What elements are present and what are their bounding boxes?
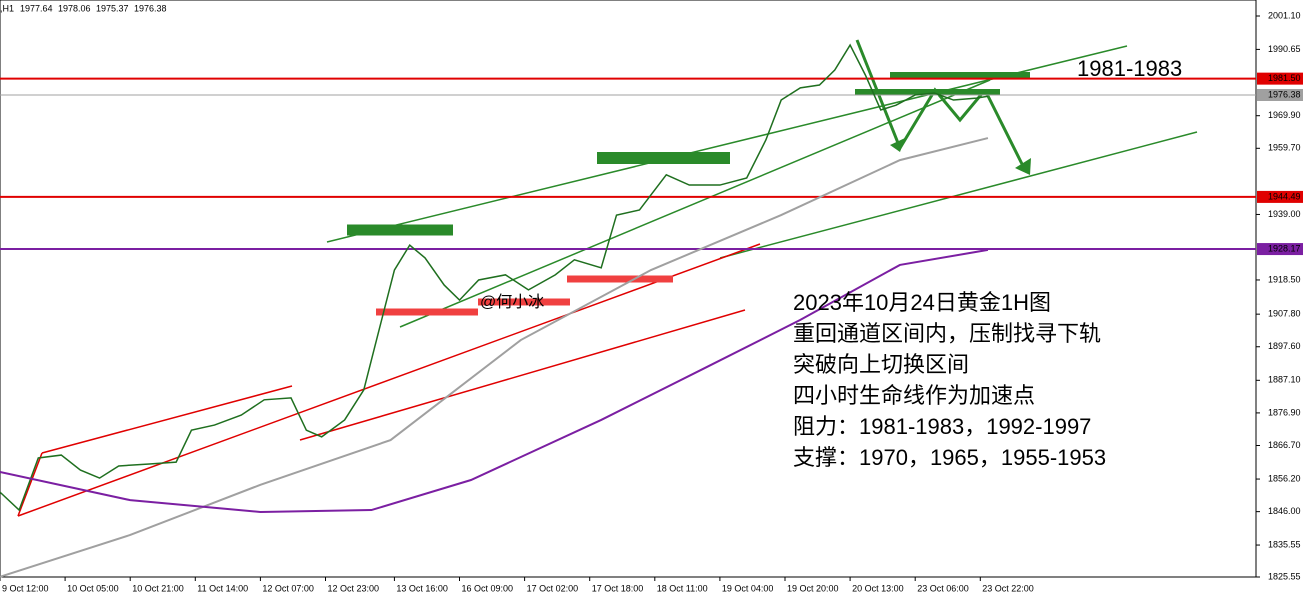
note-line: 支撑：1970，1965，1955-1953 [793, 445, 1106, 470]
header-value: 1978.06 [58, 3, 91, 13]
note-line: 突破向上切换区间 [793, 352, 969, 377]
y-tick-label: 1866.70 [1268, 440, 1301, 450]
price-level-box [1257, 243, 1303, 256]
header-value: 1975.37 [96, 3, 129, 13]
x-tick-label: 17 Oct 02:00 [527, 583, 579, 593]
price-level-label: 1928.17 [1268, 243, 1301, 253]
y-tick-label: 1825.55 [1268, 571, 1301, 581]
y-tick-label: 1876.90 [1268, 407, 1301, 417]
note-line: 四小时生命线作为加速点 [793, 383, 1035, 408]
y-tick-label: 1969.90 [1268, 110, 1301, 120]
y-tick-label: 1990.65 [1268, 44, 1301, 54]
price-level-label: 1976.38 [1268, 89, 1301, 99]
price-level-box [1257, 88, 1303, 101]
trend-line [399, 79, 991, 328]
trend-line [41, 385, 293, 454]
x-tick-label: 23 Oct 06:00 [917, 583, 969, 593]
annotation: @何小冰 [480, 293, 544, 311]
x-tick-label: 10 Oct 05:00 [67, 583, 119, 593]
price-line [0, 137, 989, 578]
note-line: 2023年10月24日黄金1H图 [793, 290, 1051, 315]
x-tick-label: 23 Oct 22:00 [982, 583, 1034, 593]
y-tick-label: 1959.70 [1268, 143, 1301, 153]
y-tick-label: 1897.60 [1268, 341, 1301, 351]
x-tick-label: 19 Oct 20:00 [787, 583, 839, 593]
y-tick-label: 2001.10 [1268, 10, 1301, 20]
trend-line [719, 131, 1198, 259]
x-tick-label: 18 Oct 11:00 [657, 583, 708, 593]
price-level-box [1257, 72, 1303, 85]
trend-line [17, 452, 43, 517]
price-line [0, 248, 989, 513]
x-tick-label: 11 Oct 14:00 [197, 583, 248, 593]
price-line [0, 43, 989, 512]
x-tick-label: 17 Oct 18:00 [592, 583, 644, 593]
y-tick-label: 1846.00 [1268, 506, 1301, 516]
arrow-head [1015, 158, 1031, 175]
header-label: ,H1 [0, 3, 14, 13]
price-level-label: 1944.49 [1268, 191, 1301, 201]
x-tick-label: 12 Oct 07:00 [262, 583, 314, 593]
note-line: 阻力：1981-1983，1992-1997 [793, 414, 1091, 439]
x-tick-label: 20 Oct 13:00 [852, 583, 904, 593]
arrow-head [890, 138, 905, 152]
annotation: 1981-1983 [1077, 56, 1182, 81]
header-value: 1977.64 [20, 3, 53, 13]
y-tick-label: 1856.20 [1268, 473, 1301, 483]
y-tick-label: 1918.50 [1268, 274, 1301, 284]
y-tick-label: 1939.00 [1268, 209, 1301, 219]
x-tick-label: 16 Oct 09:00 [462, 583, 514, 593]
x-tick-label: 9 Oct 12:00 [2, 583, 49, 593]
header-value: 1976.38 [134, 3, 167, 13]
y-tick-label: 1835.55 [1268, 539, 1301, 549]
price-level-box [1257, 190, 1303, 203]
arrow-path [983, 89, 1027, 171]
trend-line [17, 243, 761, 517]
x-tick-label: 10 Oct 21:00 [132, 583, 184, 593]
drawings [17, 39, 1198, 517]
x-tick-label: 13 Oct 16:00 [396, 583, 448, 593]
note-line: 重回通道区间内，压制找寻下轨 [793, 321, 1101, 346]
price-level-label: 1981.50 [1268, 73, 1301, 83]
trend-line [299, 309, 746, 441]
arrow-path [855, 39, 987, 152]
x-tick-label: 12 Oct 23:00 [327, 583, 379, 593]
x-tick-label: 19 Oct 04:00 [722, 583, 774, 593]
plot-frame [0, 0, 1257, 578]
y-tick-label: 1887.10 [1268, 375, 1301, 385]
y-tick-label: 1907.80 [1268, 309, 1301, 319]
